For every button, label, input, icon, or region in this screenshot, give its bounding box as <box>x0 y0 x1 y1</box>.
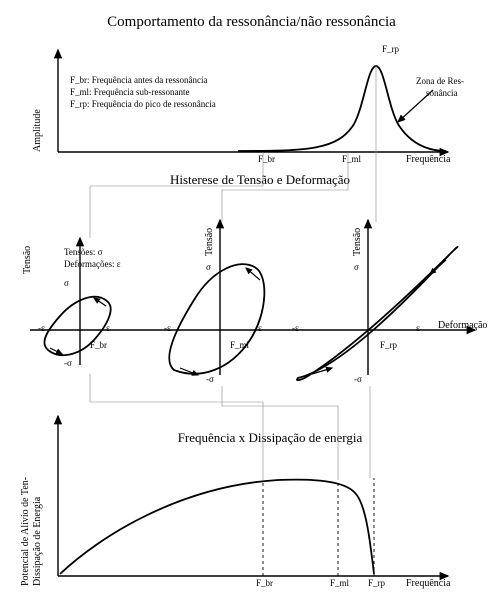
panel2-legend-l2: Deformações: ε <box>64 258 121 270</box>
panel1-legend-line1: F_br: Frequência antes da ressonância <box>70 74 216 86</box>
panel3-ylabel-l1: Dissipação de Energia <box>32 497 43 586</box>
loop2-eps: ε <box>258 323 262 333</box>
panel1-tick-fbr: F_br <box>258 154 275 164</box>
panel1-ylabel: Amplitude <box>32 109 43 152</box>
loop3-Frp: F_rp <box>380 340 397 350</box>
loop1-sigma: σ <box>64 278 69 288</box>
panel3-tick-frp: F_rp <box>368 578 385 588</box>
panel2-ylabel-main: Tensão <box>22 246 33 274</box>
panel1-zone-line1: Zona de Res- <box>416 76 464 86</box>
loop2-Fml: F_ml <box>230 340 249 350</box>
loop2-tensao: Tensão <box>204 228 215 256</box>
panel1-legend-line2: F_ml: Frequência sub-ressonante <box>70 86 216 98</box>
loop1-negeps: -ε <box>38 323 45 333</box>
panel3-tick-fbr: F_br <box>256 578 273 588</box>
panel2-xlabel: Deformação <box>438 320 487 331</box>
loop3-sigma: σ <box>354 262 359 272</box>
loop2-sigma: σ <box>206 262 211 272</box>
panel2-title: Histerese de Tensão e Deformação <box>130 172 390 188</box>
panel2-svg <box>20 190 490 400</box>
loop1-negsigma: -σ <box>64 358 72 368</box>
panel1-legend-line3: F_rp: Frequência do pico de ressonância <box>70 98 216 110</box>
panel3-tick-fml: F_ml <box>330 578 349 588</box>
loop2-negeps: -ε <box>164 323 171 333</box>
panel3-xlabel: Frequência <box>406 578 450 589</box>
panel2-legend-l1: Tensões: σ <box>64 246 121 258</box>
panel2-legend: Tensões: σ Deformações: ε <box>64 246 121 270</box>
panel3-ylabel-l2: Potencial de Alívio de Ten- <box>20 477 31 586</box>
panel-resonance: Amplitude F_rp F_br F_ml Frequência Zona… <box>38 44 468 164</box>
panel1-peak-label: F_rp <box>382 44 399 54</box>
panel1-tick-fml: F_ml <box>342 154 361 164</box>
loop3-eps: ε <box>416 323 420 333</box>
loop3-negeps: -ε <box>292 323 299 333</box>
panel3-svg <box>38 408 468 598</box>
loop1-eps: ε <box>106 323 110 333</box>
loop3-tensao: Tensão <box>352 228 363 256</box>
loop2-negsigma: -σ <box>206 374 214 384</box>
loop1-Fbr: F_br <box>90 340 107 350</box>
main-title: Comportamento da ressonância/não ressonâ… <box>0 14 503 31</box>
loop3-negsigma: -σ <box>354 374 362 384</box>
figure-root: Comportamento da ressonância/não ressonâ… <box>0 0 503 612</box>
panel1-legend: F_br: Frequência antes da ressonância F_… <box>70 74 216 110</box>
panel-hysteresis: Tensão <box>20 190 490 390</box>
panel-energy: Dissipação de Energia Potencial de Alívi… <box>38 408 468 598</box>
panel1-xlabel: Frequência <box>406 154 450 165</box>
panel1-zone-line2: sonância <box>426 88 458 98</box>
